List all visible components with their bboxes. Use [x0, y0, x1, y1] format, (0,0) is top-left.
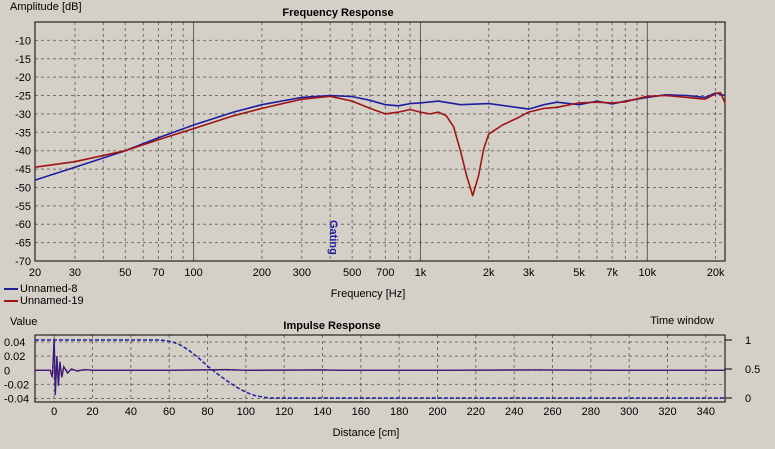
ir-x-tick-label: 160: [352, 406, 370, 418]
fr-y-tick-label: -30: [15, 109, 31, 121]
ir-y2-tick-label: 0: [745, 393, 751, 405]
ir-y-tick-label: 0: [4, 365, 10, 377]
ir-x-tick-label: 120: [275, 406, 293, 418]
ir-impulse-line-red: [35, 338, 725, 395]
ir-plot-area: [34, 334, 726, 403]
ir-y2label: Time window: [650, 315, 714, 327]
fr-x-tick-label: 30: [69, 267, 81, 279]
fr-y-tick-label: -35: [15, 127, 31, 139]
fr-x-tick-label: 3k: [523, 267, 535, 279]
ir-xlabel: Distance [cm]: [333, 427, 400, 439]
fr-y-tick-label: -45: [15, 164, 31, 176]
gating-marker-label: Gating: [327, 220, 339, 255]
fr-y-tick-label: -10: [15, 35, 31, 47]
fr-y-tick-label: -25: [15, 91, 31, 103]
fr-x-tick-label: 500: [343, 267, 361, 279]
fr-x-tick-label: 1k: [415, 267, 427, 279]
legend-label-unnamed-8: Unnamed-8: [20, 283, 77, 295]
ir-x-tick-label: 40: [125, 406, 137, 418]
fr-y-tick-label: -40: [15, 146, 31, 158]
ir-y-tick-label: -0.02: [4, 379, 29, 391]
fr-x-tick-label: 2k: [483, 267, 495, 279]
ir-y-tick-label: 0.04: [4, 337, 25, 349]
ir-time-window-line: [35, 339, 725, 399]
fr-xlabel: Frequency [Hz]: [331, 288, 406, 300]
fr-x-tick-label: 300: [293, 267, 311, 279]
fr-y-tick-label: -60: [15, 219, 31, 231]
legend-label-unnamed-19: Unnamed-19: [20, 295, 84, 307]
frequency-response-chart: -10-15-20-25-30-35-40-45-50-55-60-65-702…: [4, 1, 726, 307]
ir-x-tick-label: 340: [697, 406, 715, 418]
fr-x-tick-label: 200: [253, 267, 271, 279]
ir-x-tick-label: 220: [467, 406, 485, 418]
ir-x-tick-label: 80: [201, 406, 213, 418]
fr-x-tick-label: 20: [29, 267, 41, 279]
fr-ylabel: Amplitude [dB]: [10, 1, 82, 13]
ir-y2-tick-label: 1: [745, 335, 751, 347]
ir-y2-tick-label: 0.5: [745, 364, 760, 376]
ir-x-tick-label: 60: [163, 406, 175, 418]
ir-x-tick-label: 0: [51, 406, 57, 418]
fr-y-tick-label: -15: [15, 54, 31, 66]
fr-y-tick-label: -65: [15, 238, 31, 250]
fr-x-tick-label: 10k: [638, 267, 656, 279]
ir-x-tick-label: 200: [428, 406, 446, 418]
ir-impulse-line-blue: [35, 338, 725, 395]
ir-x-tick-label: 320: [658, 406, 676, 418]
ir-x-tick-label: 300: [620, 406, 638, 418]
fr-x-tick-label: 20k: [707, 267, 725, 279]
fr-plot-area: [34, 21, 726, 262]
ir-x-tick-label: 240: [505, 406, 523, 418]
ir-x-tick-label: 280: [582, 406, 600, 418]
fr-x-tick-label: 50: [119, 267, 131, 279]
fr-y-tick-label: -55: [15, 201, 31, 213]
ir-x-tick-label: 180: [390, 406, 408, 418]
ir-x-tick-label: 260: [543, 406, 561, 418]
ir-title: Impulse Response: [283, 320, 380, 332]
fr-title: Frequency Response: [282, 7, 393, 19]
ir-x-tick-label: 20: [86, 406, 98, 418]
fr-y-tick-label: -50: [15, 182, 31, 194]
ir-y-tick-label: 0.02: [4, 351, 25, 363]
ir-ylabel: Value: [10, 316, 37, 328]
legend: Unnamed-8 Unnamed-19: [4, 283, 84, 307]
fr-series-line-2: [34, 91, 726, 197]
fr-y-tick-label: -70: [15, 256, 31, 268]
fr-y-tick-label: -20: [15, 72, 31, 84]
ir-x-tick-label: 140: [313, 406, 331, 418]
ir-y-tick-label: -0.04: [4, 393, 29, 405]
fr-x-tick-label: 5k: [573, 267, 585, 279]
fr-x-tick-label: 700: [376, 267, 394, 279]
fr-x-tick-label: 100: [184, 267, 202, 279]
fr-x-tick-label: 7k: [606, 267, 618, 279]
ir-x-tick-label: 100: [237, 406, 255, 418]
fr-x-tick-label: 70: [152, 267, 164, 279]
